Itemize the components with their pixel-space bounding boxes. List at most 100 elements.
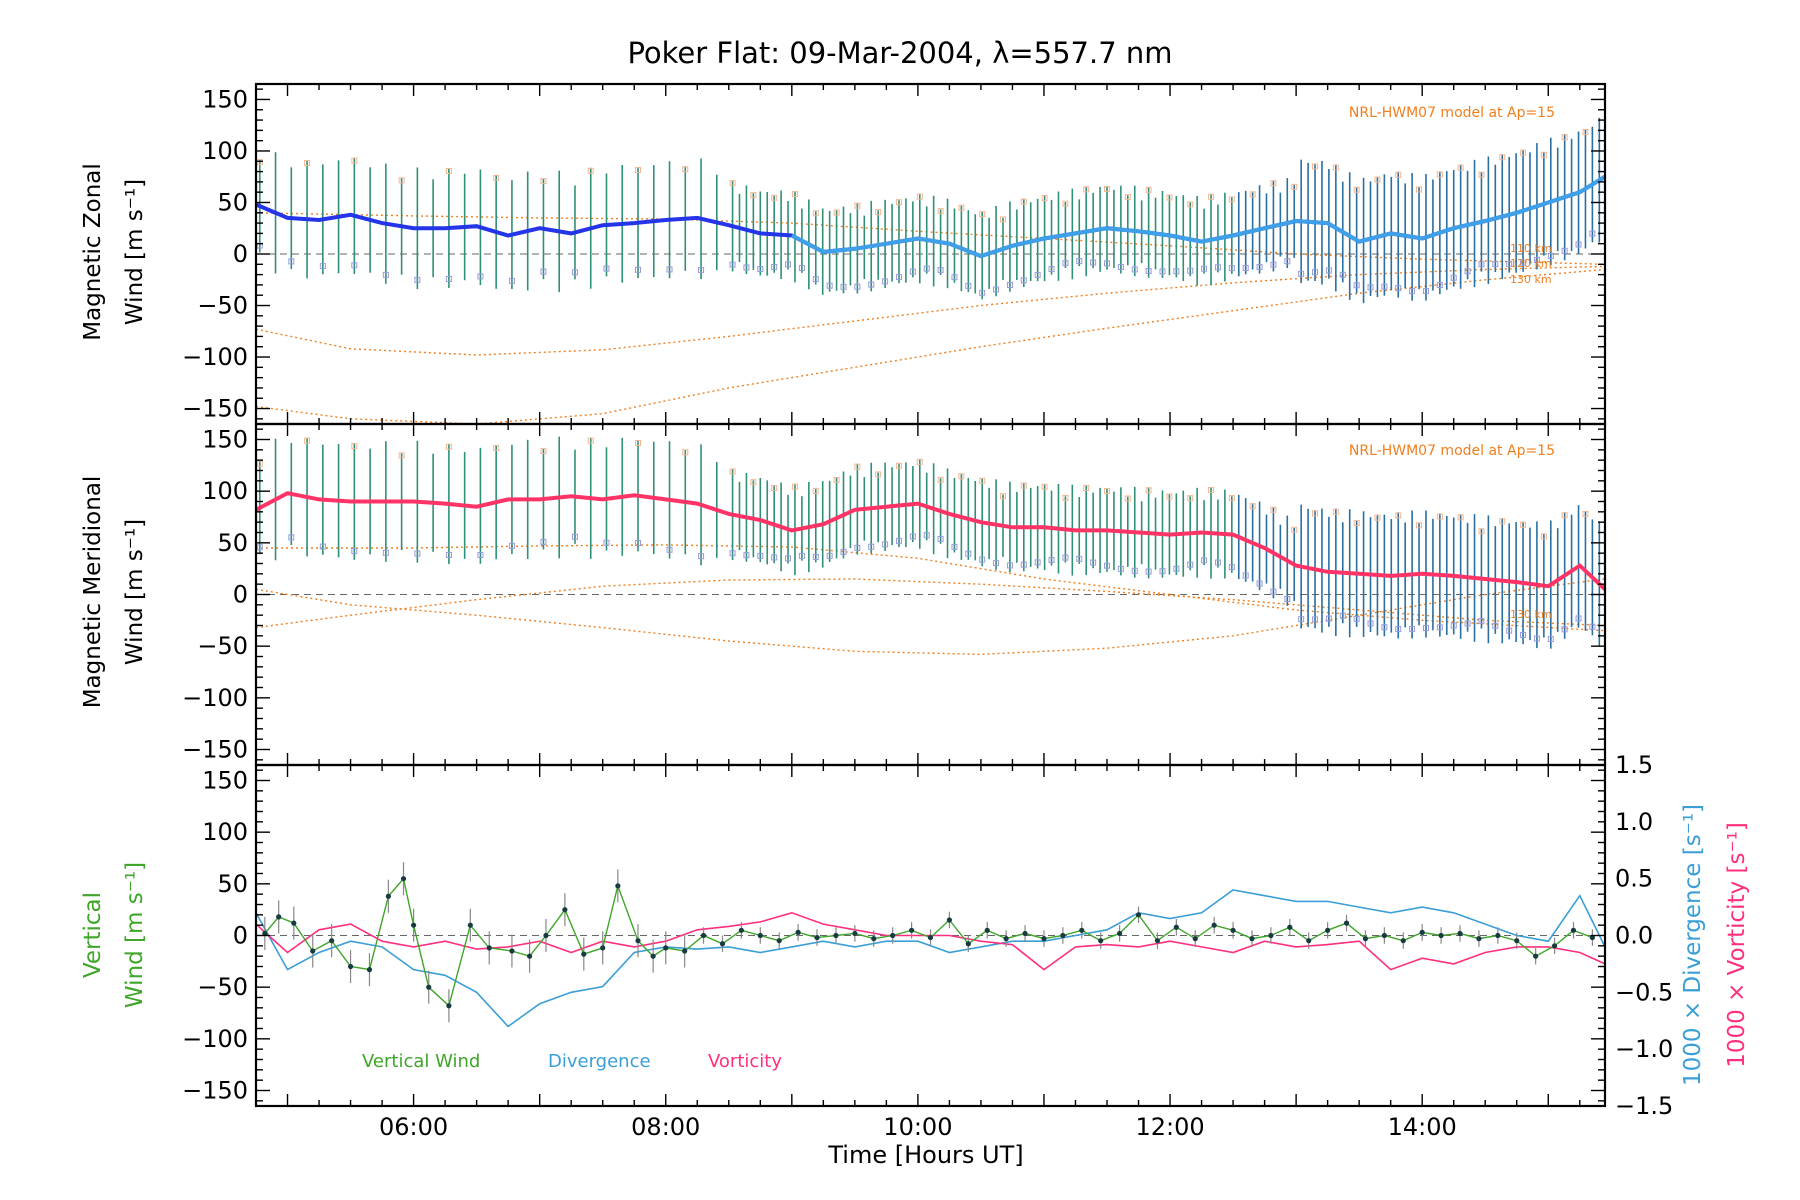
vertical-wind-point — [1476, 936, 1482, 942]
outlier-marker — [635, 266, 642, 273]
outlier-marker — [743, 552, 750, 559]
vertical-wind-point — [1060, 932, 1066, 939]
outlier-marker — [951, 543, 958, 550]
vertical-wind-point — [400, 876, 407, 882]
x-tick-label: 10:00 — [883, 1113, 952, 1141]
y-tick-label: 0 — [233, 240, 248, 268]
vertical-wind-point — [890, 932, 896, 939]
outlier-marker — [319, 263, 326, 270]
outlier-marker — [875, 209, 882, 216]
outlier-marker — [1499, 154, 1506, 161]
vertical-wind-point — [1211, 922, 1217, 928]
outlier-marker — [477, 552, 484, 559]
outlier-marker — [1457, 164, 1464, 171]
outlier-marker — [1492, 622, 1499, 629]
y-tick-label: −100 — [182, 684, 248, 712]
y-tick-label: −50 — [197, 632, 248, 660]
y-tick-label: 100 — [202, 818, 248, 846]
outlier-marker — [965, 282, 972, 289]
outlier-marker — [868, 281, 875, 288]
outlier-marker — [785, 555, 792, 562]
outlier-marker — [1187, 495, 1194, 502]
outlier-marker — [868, 543, 875, 550]
legend-vertical-wind: Vertical Wind — [362, 1051, 480, 1072]
outlier-marker — [1520, 149, 1527, 156]
outlier-marker — [909, 268, 916, 275]
outlier-marker — [895, 273, 902, 280]
outlier-marker — [771, 194, 778, 201]
y-tick-label: 150 — [202, 426, 248, 454]
outlier-marker — [826, 552, 833, 559]
outlier-marker — [1145, 186, 1152, 193]
vertical-wind-point — [1419, 929, 1425, 936]
outlier-marker — [916, 193, 923, 200]
outlier-marker — [1312, 269, 1319, 276]
vertical-wind-point — [562, 907, 568, 913]
vertical-wind-point — [852, 930, 858, 937]
outlier-marker — [1416, 522, 1423, 529]
vertical-wind-point — [276, 914, 282, 920]
meridional-model-label: NRL-HWM07 model at Ap=15 — [1349, 443, 1555, 459]
outlier-marker — [1325, 615, 1332, 622]
outlier-marker — [937, 476, 944, 483]
outlier-marker — [1492, 261, 1499, 268]
outlier-marker — [1117, 263, 1124, 270]
outlier-marker — [951, 274, 958, 281]
outlier-marker — [993, 560, 1000, 567]
vertical-wind-point — [1495, 932, 1501, 939]
meridional-mean-line — [255, 491, 1607, 591]
outlier-marker — [729, 180, 736, 187]
outlier-marker — [750, 192, 757, 199]
outlier-marker — [1353, 615, 1360, 622]
outlier-marker — [1409, 288, 1416, 295]
y-tick-label: −100 — [182, 1025, 248, 1053]
outlier-marker — [833, 209, 840, 216]
outlier-marker — [1332, 508, 1339, 515]
outlier-marker — [1062, 494, 1069, 501]
outlier-marker — [923, 265, 930, 272]
model-curve-120km — [255, 265, 1606, 356]
outlier-marker — [1214, 264, 1221, 271]
outlier-marker — [351, 157, 358, 164]
vertical-wind-point — [1306, 938, 1312, 944]
outlier-marker — [540, 268, 547, 275]
outlier-marker — [1228, 495, 1235, 502]
model-curve-110km — [256, 544, 1606, 632]
outlier-marker — [840, 283, 847, 290]
model-curve-130km — [255, 268, 1606, 425]
vertical-wind-point — [1400, 938, 1406, 944]
outlier-marker — [288, 534, 295, 541]
outlier-marker — [1104, 488, 1111, 495]
outlier-marker — [1228, 564, 1235, 571]
vertical-wind-point — [833, 932, 839, 939]
outlier-marker — [1048, 556, 1055, 563]
vertical-wind-point — [1135, 912, 1142, 918]
vertical-wind-point — [682, 948, 688, 954]
vertical-wind-point — [719, 941, 726, 947]
outlier-marker — [1561, 512, 1568, 519]
vertical-wind-point — [1098, 938, 1104, 944]
zonal-model-label: NRL-HWM07 model at Ap=15 — [1349, 105, 1555, 121]
vertical-wind-point — [1117, 930, 1123, 937]
vertical-wind-point — [757, 932, 763, 939]
outlier-marker — [398, 177, 405, 184]
outlier-marker — [785, 261, 792, 268]
vertical-wind-point — [1041, 936, 1047, 942]
outlier-marker — [1083, 186, 1090, 193]
outlier-marker — [698, 553, 705, 560]
vertical-wind-point — [700, 932, 707, 939]
outlier-marker — [1228, 196, 1235, 203]
outlier-marker — [1145, 568, 1152, 575]
vertical-ylabel-line2: Wind [m s⁻¹] — [122, 862, 148, 1008]
vertical-wind-point — [1079, 927, 1085, 933]
outlier-marker — [1436, 171, 1443, 178]
y-tick-label: 50 — [217, 188, 248, 216]
outlier-marker — [1270, 180, 1277, 187]
outlier-marker — [1270, 588, 1277, 595]
outlier-marker — [909, 533, 916, 540]
outlier-marker — [840, 548, 847, 555]
outlier-marker — [993, 286, 1000, 293]
outlier-marker — [1520, 521, 1527, 528]
outlier-marker — [1540, 533, 1547, 540]
vorticity-right-ylabel: 1000 × Vorticity [s⁻¹] — [1724, 822, 1750, 1068]
